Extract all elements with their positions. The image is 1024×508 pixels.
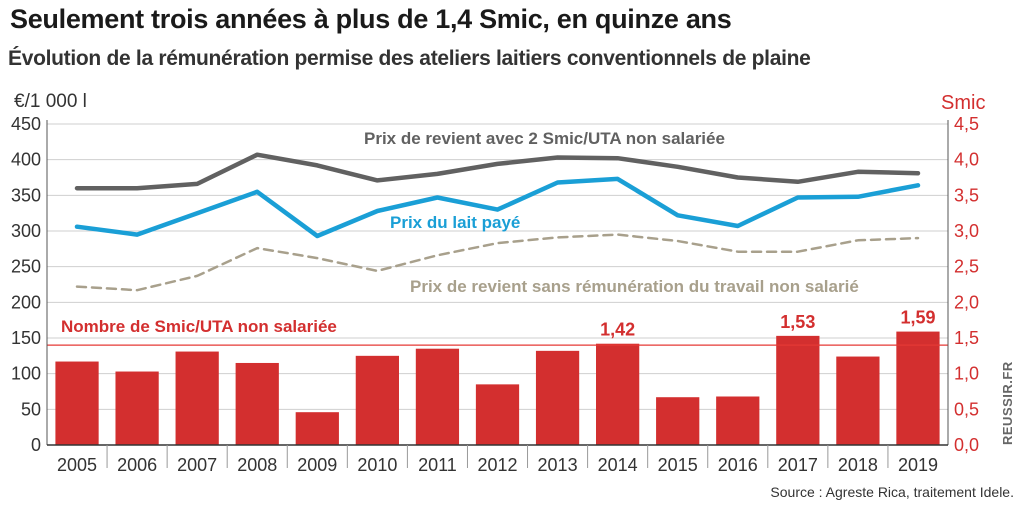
- right-tick-label: 0,0: [954, 435, 979, 455]
- right-tick-label: 4,0: [954, 150, 979, 170]
- line-series: [74, 152, 921, 292]
- right-axis-unit: Smic: [941, 92, 986, 114]
- right-axis-ticks: 0,0 0,5 1,0 1,5 2,0 2,5 3,0 3,5 4,0 4,5: [954, 114, 979, 455]
- series-labels: Prix de revient avec 2 Smic/UTA non sala…: [61, 129, 859, 336]
- bar-data-labels: 1,42 1,53 1,59: [600, 308, 935, 340]
- watermark: REUSSIR.FR: [1000, 361, 1015, 445]
- bar-2014: [596, 343, 640, 445]
- series-label-prix-revient-sans: Prix de revient sans rémunération du tra…: [410, 277, 859, 296]
- bar-2005: [55, 361, 99, 445]
- x-tick-label: 2007: [177, 455, 217, 475]
- x-tick-label: 2011: [418, 455, 457, 475]
- left-tick-label: 350: [11, 185, 41, 205]
- bar-series: [55, 331, 940, 445]
- left-axis-ticks: 0 50 100 150 200 250 300 350 400 450: [11, 114, 41, 455]
- x-tick-label: 2009: [297, 455, 337, 475]
- bar-2010: [355, 355, 399, 445]
- left-tick-label: 200: [11, 292, 41, 312]
- source-note: Source : Agreste Rica, traitement Idele.: [770, 484, 1014, 500]
- bar-2008: [235, 362, 279, 445]
- bar-2012: [475, 384, 520, 445]
- chart-title: Seulement trois années à plus de 1,4 Smi…: [10, 4, 732, 34]
- x-tick-label: 2010: [357, 455, 397, 475]
- x-tick-label: 2006: [117, 455, 157, 475]
- bar-2017: [776, 335, 820, 445]
- right-tick-label: 0,5: [954, 399, 979, 419]
- bar-2011: [415, 348, 460, 445]
- left-tick-label: 100: [11, 364, 41, 384]
- x-tick-label: 2015: [658, 455, 698, 475]
- right-tick-label: 1,0: [954, 364, 979, 384]
- x-tick-label: 2019: [898, 455, 938, 475]
- x-tick-label: 2018: [838, 455, 878, 475]
- x-tick-label: 2012: [477, 455, 517, 475]
- right-tick-label: 1,5: [954, 328, 979, 348]
- x-tick-label: 2016: [718, 455, 758, 475]
- x-axis-ticks: 2005 2006 2007 2008 2009 2010 2011 2012 2013 2014…: [57, 445, 938, 475]
- bar-2019: [896, 331, 940, 445]
- bar-2015: [656, 397, 700, 445]
- line-prix-revient-sans: [75, 233, 920, 292]
- right-tick-label: 3,0: [954, 221, 979, 241]
- line-prix-revient-2-smic: [74, 152, 921, 191]
- left-tick-label: 0: [31, 435, 41, 455]
- left-tick-label: 150: [11, 328, 41, 348]
- bar-2006: [115, 371, 159, 445]
- right-tick-label: 3,5: [954, 185, 979, 205]
- bar-value-label: 1,42: [600, 320, 635, 340]
- left-tick-label: 450: [11, 114, 41, 134]
- x-tick-label: 2008: [237, 455, 277, 475]
- bar-2009: [295, 412, 339, 445]
- x-tick-label: 2013: [538, 455, 578, 475]
- bar-2018: [836, 356, 880, 445]
- chart-subtitle: Évolution de la rémunération permise des…: [8, 47, 811, 70]
- line-prix-lait: [74, 176, 921, 239]
- series-label-bars: Nombre de Smic/UTA non salariée: [61, 317, 337, 336]
- right-tick-label: 2,0: [954, 292, 979, 312]
- left-tick-label: 400: [11, 150, 41, 170]
- series-label-prix-revient-2-smic: Prix de revient avec 2 Smic/UTA non sala…: [364, 129, 725, 148]
- right-tick-label: 2,5: [954, 257, 979, 277]
- bar-value-label: 1,53: [780, 312, 815, 332]
- left-tick-label: 300: [11, 221, 41, 241]
- x-tick-label: 2014: [598, 455, 638, 475]
- axes: [46, 120, 949, 446]
- bar-value-label: 1,59: [900, 308, 935, 328]
- left-tick-label: 250: [11, 257, 41, 277]
- bar-2016: [716, 396, 760, 445]
- x-tick-label: 2017: [778, 455, 818, 475]
- right-tick-label: 4,5: [954, 114, 979, 134]
- left-tick-label: 50: [21, 399, 41, 419]
- bar-2007: [175, 351, 219, 445]
- x-tick-label: 2005: [57, 455, 97, 475]
- bar-2013: [535, 350, 580, 445]
- series-label-prix-lait: Prix du lait payé: [390, 213, 520, 232]
- left-axis-unit: €/1 000 l: [14, 91, 87, 112]
